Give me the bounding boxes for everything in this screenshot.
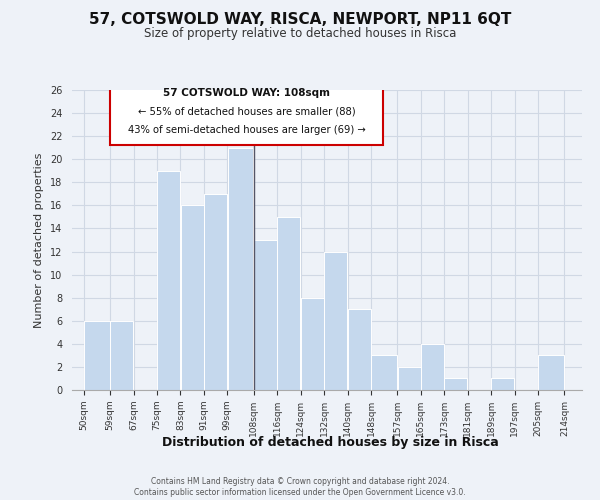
Bar: [227, 148, 253, 390]
Bar: [110, 321, 133, 390]
Bar: [254, 240, 277, 390]
Bar: [421, 344, 444, 390]
Text: 57, COTSWOLD WAY, RISCA, NEWPORT, NP11 6QT: 57, COTSWOLD WAY, RISCA, NEWPORT, NP11 6…: [89, 12, 511, 28]
FancyBboxPatch shape: [110, 81, 383, 146]
Bar: [445, 378, 467, 390]
Bar: [348, 309, 371, 390]
Text: Distribution of detached houses by size in Risca: Distribution of detached houses by size …: [161, 436, 499, 449]
Bar: [84, 321, 110, 390]
Text: 57 COTSWOLD WAY: 108sqm: 57 COTSWOLD WAY: 108sqm: [163, 88, 330, 99]
Bar: [157, 171, 180, 390]
Y-axis label: Number of detached properties: Number of detached properties: [34, 152, 44, 328]
Bar: [538, 356, 564, 390]
Text: ← 55% of detached houses are smaller (88): ← 55% of detached houses are smaller (88…: [137, 107, 355, 117]
Bar: [301, 298, 324, 390]
Text: Contains public sector information licensed under the Open Government Licence v3: Contains public sector information licen…: [134, 488, 466, 497]
Bar: [325, 252, 347, 390]
Bar: [181, 206, 203, 390]
Text: 43% of semi-detached houses are larger (69) →: 43% of semi-detached houses are larger (…: [128, 126, 365, 136]
Bar: [371, 356, 397, 390]
Bar: [398, 367, 421, 390]
Text: Size of property relative to detached houses in Risca: Size of property relative to detached ho…: [144, 28, 456, 40]
Bar: [277, 217, 301, 390]
Text: Contains HM Land Registry data © Crown copyright and database right 2024.: Contains HM Land Registry data © Crown c…: [151, 476, 449, 486]
Bar: [204, 194, 227, 390]
Bar: [491, 378, 514, 390]
